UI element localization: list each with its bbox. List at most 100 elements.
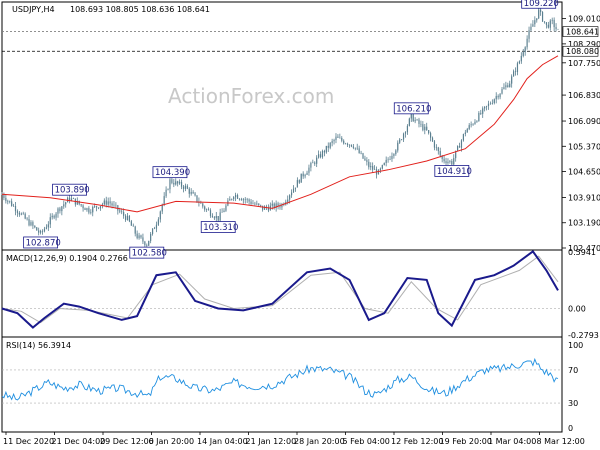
- candle-body: [65, 202, 67, 205]
- candle-body: [271, 203, 273, 206]
- candle-body: [532, 24, 534, 27]
- rsi-line: [1, 357, 559, 401]
- price-tick-label: 103.910: [568, 193, 600, 202]
- candle-body: [547, 24, 549, 28]
- candle-body: [223, 210, 225, 213]
- candle-body: [11, 201, 13, 207]
- candle-body: [206, 209, 208, 210]
- candle-body: [422, 124, 424, 131]
- candle-body: [167, 189, 169, 190]
- candle-body: [254, 203, 256, 205]
- candle-body: [244, 199, 246, 200]
- candle-body: [209, 210, 212, 216]
- candle-body: [22, 213, 24, 215]
- price-tick-label: 102.470: [568, 244, 600, 253]
- candle-body: [186, 185, 188, 189]
- candle-body: [246, 199, 248, 200]
- candle-body: [132, 225, 134, 227]
- candle-body: [248, 199, 250, 202]
- candle-body: [424, 126, 426, 131]
- candle-body: [7, 200, 9, 202]
- swing-label: 102.870: [26, 238, 61, 248]
- swing-label-box: [152, 166, 188, 179]
- candle-body: [399, 139, 401, 143]
- candle-body: [86, 208, 88, 211]
- candle-body: [292, 188, 295, 193]
- candle-body: [136, 233, 138, 239]
- macd-tick-label: -0.2793: [568, 331, 599, 340]
- time-tick-label: 21 Dec 04:00: [52, 437, 106, 446]
- macd-title: MACD(12,26,9) 0.1904 0.2766: [6, 254, 128, 263]
- candle-body: [480, 112, 482, 114]
- candle-body: [329, 142, 331, 148]
- candle-body: [557, 29, 559, 30]
- reference-price-label-box: [562, 45, 599, 57]
- rsi-line: [1, 357, 562, 404]
- swing-label: 104.910: [437, 167, 472, 177]
- candle-body: [435, 147, 437, 149]
- candle-body: [175, 181, 177, 185]
- candle-body: [383, 162, 385, 166]
- candle-body: [541, 12, 544, 22]
- candle-body: [57, 208, 59, 214]
- swing-label: 102.580: [132, 249, 167, 259]
- candle-body: [447, 161, 449, 164]
- rsi-axis: 100 70 30 0: [568, 341, 583, 433]
- price-tick-label: 109.010: [568, 15, 600, 24]
- time-tick-label: 21 Jan 12:00: [246, 437, 297, 446]
- swing-label-box: [23, 236, 59, 249]
- candle-body: [319, 154, 322, 158]
- candle-body: [368, 161, 370, 168]
- candle-body: [516, 63, 519, 72]
- candle-body: [441, 155, 443, 159]
- candle-body: [119, 210, 121, 212]
- candle-body: [179, 181, 181, 184]
- candle-body: [325, 145, 327, 153]
- candle-body: [234, 195, 237, 198]
- candle-body: [391, 155, 393, 160]
- candle-body: [449, 161, 451, 162]
- candle-body: [289, 195, 291, 200]
- candle-body: [277, 203, 279, 207]
- candle-body: [105, 200, 107, 205]
- candle-body: [453, 158, 455, 165]
- candle-body: [455, 150, 457, 159]
- candle-body: [495, 96, 497, 100]
- candle-body: [148, 240, 150, 246]
- swing-label: 103.310: [203, 223, 238, 233]
- candle-body: [194, 193, 196, 196]
- candle-body: [499, 93, 501, 98]
- time-tick-label: 28 Jan 20:00: [294, 437, 345, 446]
- candle-body: [128, 215, 131, 222]
- candle-body: [103, 200, 105, 205]
- candle-body: [95, 206, 98, 208]
- candle-body: [321, 151, 324, 158]
- macd-tick-label: 0.5941: [568, 248, 596, 257]
- candle-body: [466, 129, 468, 133]
- candle-body: [491, 103, 493, 104]
- candle-body: [9, 200, 11, 202]
- candle-body: [346, 143, 349, 145]
- candle-body: [192, 192, 194, 194]
- current-price-label: 108.641: [566, 28, 599, 37]
- macd-panel: [1, 249, 563, 338]
- candle-body: [157, 219, 159, 225]
- swing-label-box: [129, 246, 165, 259]
- candle-body: [161, 204, 163, 212]
- candle-body: [341, 137, 343, 141]
- candle-body: [124, 215, 127, 220]
- price-header-symbol: USDJPY,H4: [12, 5, 55, 14]
- candle-body: [130, 221, 132, 226]
- candle-body: [180, 181, 183, 187]
- candle-body: [173, 182, 175, 185]
- candle-body: [51, 215, 53, 218]
- candle-body: [360, 153, 362, 154]
- candle-body: [117, 205, 119, 211]
- candle-body: [53, 215, 55, 218]
- candle-body: [88, 208, 90, 213]
- candle-body: [540, 9, 542, 13]
- candle-body: [45, 227, 48, 229]
- candle-body: [445, 161, 447, 164]
- candle-body: [304, 174, 306, 177]
- candle-body: [94, 206, 96, 207]
